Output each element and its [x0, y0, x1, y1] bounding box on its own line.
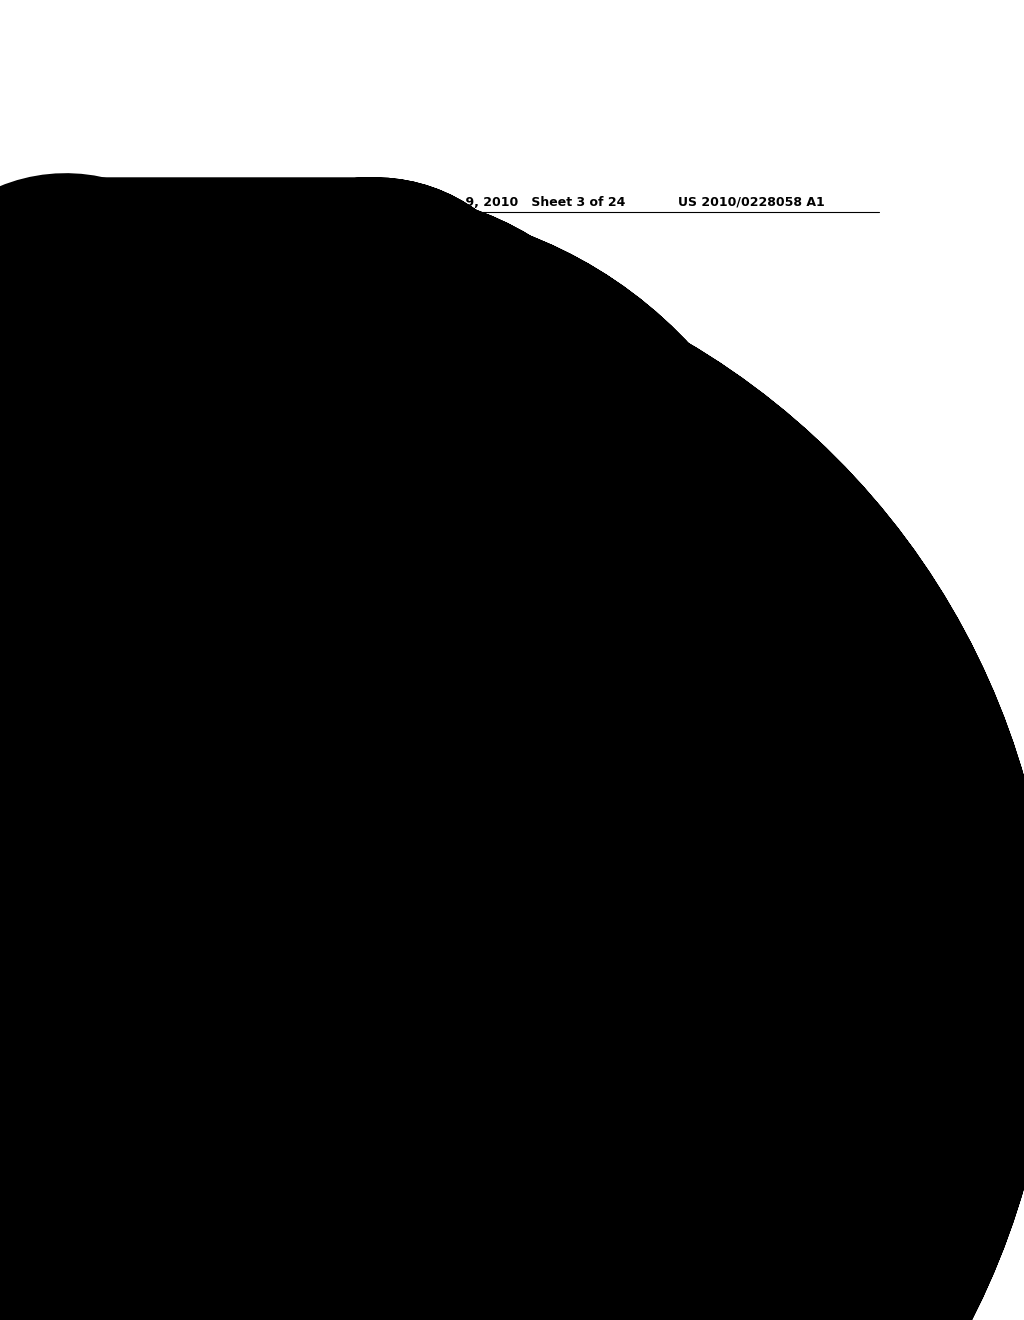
Text: CH₂Cl₂ -78°C: CH₂Cl₂ -78°C — [381, 513, 449, 524]
Text: O: O — [422, 470, 430, 480]
Text: Ph: Ph — [396, 437, 410, 447]
Text: O: O — [547, 490, 556, 499]
Text: O: O — [598, 496, 607, 506]
Text: Ph: Ph — [588, 376, 602, 387]
Text: (15): (15) — [677, 556, 702, 569]
Text: US 2010/0228058 A1: US 2010/0228058 A1 — [678, 195, 825, 209]
Text: OAc: OAc — [484, 937, 506, 946]
Text: Yield: 36%: Yield: 36% — [458, 1018, 519, 1031]
Text: (18): (18) — [177, 1024, 203, 1038]
Text: HO: HO — [568, 834, 586, 845]
Text: 2.0eq: 2.0eq — [440, 465, 472, 475]
Text: SnCl₄ 2.0 eq: SnCl₄ 2.0 eq — [316, 989, 376, 999]
Text: O: O — [378, 616, 387, 626]
Text: CH₂Cl₂ -78°C: CH₂Cl₂ -78°C — [381, 367, 449, 378]
Text: Cl: Cl — [699, 937, 711, 946]
Text: +: + — [559, 977, 578, 997]
Text: Ph: Ph — [667, 1001, 679, 1010]
Text: (17): (17) — [677, 694, 702, 708]
Text: SnCl₄ 2.0 eq: SnCl₄ 2.0 eq — [316, 850, 376, 861]
Text: O: O — [420, 616, 428, 626]
Text: O: O — [304, 952, 313, 961]
Text: Yield: 30%: Yield: 30% — [647, 1018, 710, 1031]
Text: (18): (18) — [177, 886, 203, 899]
Text: CH₂Cl₂ -78°C: CH₂Cl₂ -78°C — [315, 859, 378, 870]
Text: Ph: Ph — [396, 579, 410, 590]
Text: SnCl₄ 2.0eq: SnCl₄ 2.0eq — [384, 504, 445, 513]
Text: O: O — [420, 327, 428, 338]
Text: (14): (14) — [677, 407, 702, 418]
Text: O: O — [441, 824, 450, 834]
Text: HO: HO — [215, 343, 231, 354]
Text: Terminating Alcohol Moiety: Terminating Alcohol Moiety — [278, 257, 466, 272]
Text: 2.0 eq: 2.0 eq — [360, 808, 395, 818]
Text: Sep. 9, 2010   Sheet 3 of 24: Sep. 9, 2010 Sheet 3 of 24 — [430, 195, 626, 209]
Text: O: O — [378, 327, 387, 338]
Text: O: O — [441, 962, 450, 973]
Text: 2.0 eq: 2.0 eq — [356, 946, 392, 957]
Text: OAc: OAc — [671, 937, 691, 946]
Text: Terminating Alkene Moiety: Terminating Alkene Moiety — [278, 752, 462, 766]
Text: CH₂Cl₂ -78°C: CH₂Cl₂ -78°C — [381, 656, 449, 667]
Text: O: O — [632, 962, 640, 973]
Text: O: O — [376, 470, 384, 480]
Text: HO: HO — [378, 973, 395, 983]
Text: HO: HO — [464, 635, 480, 644]
Text: Yield:36%: Yield:36% — [649, 879, 708, 892]
Text: O: O — [547, 343, 556, 352]
Text: HO: HO — [568, 973, 586, 983]
Text: Ph: Ph — [476, 1001, 489, 1010]
Text: O: O — [348, 816, 357, 826]
Text: (20): (20) — [739, 879, 764, 892]
Text: 2.0 eq: 2.0 eq — [440, 607, 475, 618]
Text: Yield: 30%: Yield: 30% — [564, 694, 630, 708]
Text: Patent Application Publication: Patent Application Publication — [248, 195, 461, 209]
Text: Fig. 3:: Fig. 3: — [228, 257, 278, 272]
Text: CH₂Cl₂ -78°C: CH₂Cl₂ -78°C — [315, 998, 378, 1008]
Text: HO: HO — [378, 834, 395, 845]
Text: (16): (16) — [197, 680, 222, 693]
Text: +: + — [559, 838, 578, 858]
Text: HO: HO — [464, 492, 480, 502]
Text: OAc: OAc — [671, 799, 691, 808]
Text: OAc: OAc — [230, 974, 251, 985]
Text: HO: HO — [215, 632, 231, 643]
Text: Ph: Ph — [588, 665, 602, 676]
Text: O: O — [598, 350, 607, 360]
Text: Ph: Ph — [588, 523, 602, 533]
Text: O: O — [632, 824, 640, 834]
Text: OAc: OAc — [230, 836, 251, 846]
Text: Yield: 34%: Yield: 34% — [564, 556, 630, 569]
Text: Ph: Ph — [476, 862, 489, 871]
Text: SnCl₄ 2.0eq: SnCl₄ 2.0eq — [384, 647, 445, 656]
Text: Ph: Ph — [396, 290, 410, 301]
Text: SnCl₄ 2.0eq: SnCl₄ 2.0eq — [384, 358, 445, 367]
Text: Ph: Ph — [325, 780, 339, 789]
Text: O: O — [547, 631, 556, 642]
Text: Fig. 4:: Fig. 4: — [228, 752, 279, 766]
Text: (22): (22) — [739, 1018, 764, 1031]
Text: HO: HO — [464, 346, 480, 356]
Text: Cl: Cl — [699, 799, 711, 808]
Text: (19): (19) — [550, 879, 574, 892]
Text: Yield: 22%: Yield: 22% — [458, 879, 519, 892]
Text: Ph: Ph — [667, 862, 679, 871]
Polygon shape — [316, 937, 341, 950]
Text: O: O — [598, 639, 607, 648]
Text: O: O — [306, 816, 315, 826]
Text: Yield: 30%: Yield: 30% — [564, 407, 630, 418]
Text: 2.0 eq: 2.0 eq — [440, 319, 475, 329]
Text: (21): (21) — [550, 1018, 574, 1031]
Text: HO: HO — [215, 490, 231, 500]
Text: (13): (13) — [197, 391, 222, 404]
Text: Ph: Ph — [325, 919, 339, 928]
Text: (13): (13) — [197, 537, 222, 550]
Text: OAc: OAc — [484, 799, 506, 808]
Polygon shape — [387, 457, 413, 470]
Text: O: O — [350, 952, 359, 961]
